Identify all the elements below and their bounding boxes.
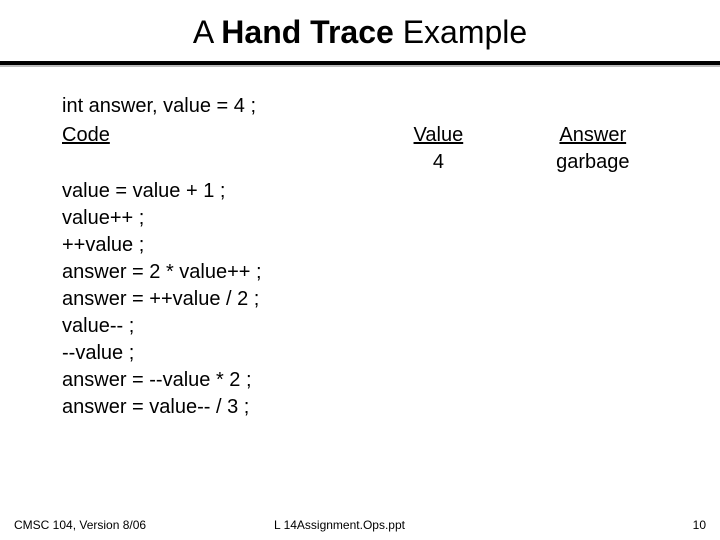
- header-answer: Answer: [516, 122, 670, 149]
- initial-value: 4: [361, 149, 515, 176]
- header-value: Value: [361, 122, 515, 149]
- title-part1: A: [193, 14, 221, 50]
- footer-center: L 14Assignment.Ops.ppt: [234, 518, 646, 532]
- code-lines: value = value + 1 ; value++ ; ++value ; …: [62, 178, 670, 421]
- code-line: ++value ;: [62, 232, 670, 259]
- title-part3: Example: [394, 14, 527, 50]
- code-line: --value ;: [62, 340, 670, 367]
- code-line: answer = 2 * value++ ;: [62, 259, 670, 286]
- initial-code-blank: [62, 149, 361, 176]
- footer: CMSC 104, Version 8/06 L 14Assignment.Op…: [0, 518, 720, 532]
- title-divider: [0, 61, 720, 65]
- code-line: answer = ++value / 2 ;: [62, 286, 670, 313]
- title-part2: Hand Trace: [221, 14, 394, 50]
- footer-page: 10: [646, 518, 706, 532]
- content-area: int answer, value = 4 ; Code Value Answe…: [0, 65, 720, 421]
- initial-row: 4 garbage: [62, 149, 670, 176]
- code-line: value++ ;: [62, 205, 670, 232]
- header-code: Code: [62, 122, 361, 149]
- code-line: answer = value-- / 3 ;: [62, 394, 670, 421]
- footer-left: CMSC 104, Version 8/06: [14, 518, 234, 532]
- header-row: Code Value Answer: [62, 122, 670, 149]
- initial-answer: garbage: [516, 149, 670, 176]
- slide-title: A Hand Trace Example: [0, 0, 720, 51]
- code-line: value-- ;: [62, 313, 670, 340]
- declaration-line: int answer, value = 4 ;: [62, 93, 670, 120]
- code-line: value = value + 1 ;: [62, 178, 670, 205]
- code-line: answer = --value * 2 ;: [62, 367, 670, 394]
